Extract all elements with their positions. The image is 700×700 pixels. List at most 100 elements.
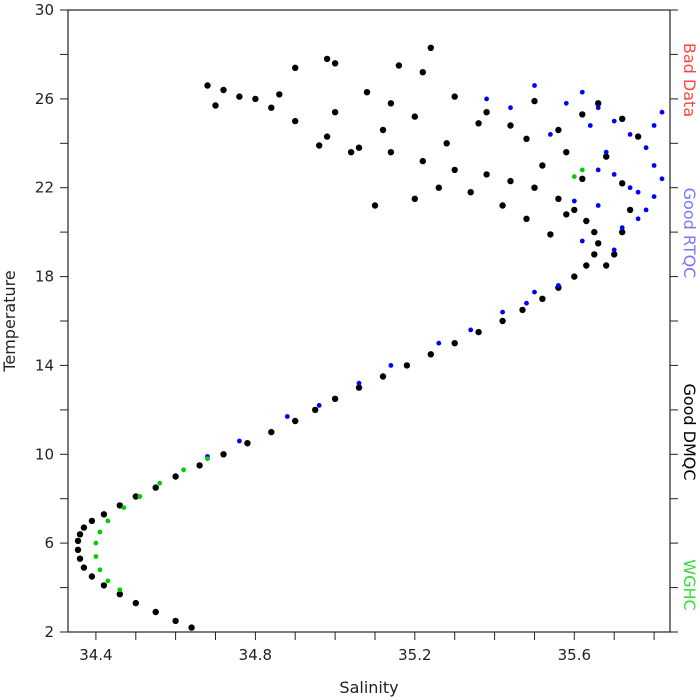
data-point bbox=[499, 202, 506, 209]
data-point bbox=[105, 518, 111, 524]
data-point bbox=[356, 380, 362, 386]
data-point bbox=[587, 123, 593, 128]
data-point bbox=[316, 142, 323, 149]
data-point bbox=[563, 149, 570, 156]
data-point bbox=[603, 262, 610, 269]
data-point bbox=[116, 502, 124, 509]
data-point bbox=[555, 126, 562, 134]
data-point bbox=[403, 362, 411, 369]
data-point bbox=[595, 167, 601, 173]
data-point bbox=[105, 578, 111, 584]
data-point bbox=[88, 517, 96, 525]
data-point bbox=[93, 554, 99, 559]
legend-entry: WGHC bbox=[680, 559, 699, 610]
data-point bbox=[387, 149, 395, 156]
data-point bbox=[292, 117, 299, 125]
data-point bbox=[483, 171, 490, 178]
data-point bbox=[583, 217, 590, 225]
data-point bbox=[595, 240, 602, 247]
data-point bbox=[579, 167, 585, 173]
data-point bbox=[181, 467, 187, 473]
plot-area-border bbox=[67, 9, 671, 633]
data-point bbox=[499, 317, 506, 325]
data-point bbox=[220, 451, 227, 458]
data-point bbox=[531, 97, 538, 105]
data-point bbox=[451, 340, 458, 347]
data-point bbox=[571, 206, 578, 214]
data-point bbox=[172, 617, 179, 625]
data-point bbox=[634, 133, 642, 140]
data-point bbox=[347, 149, 355, 156]
x-tick-label: 34.4 bbox=[79, 646, 112, 664]
data-point bbox=[268, 428, 275, 436]
y-tick-label: 26 bbox=[35, 90, 54, 108]
data-point bbox=[427, 351, 434, 358]
x-tick-label: 34.8 bbox=[239, 646, 272, 664]
data-point bbox=[539, 162, 546, 169]
x-axis-title: Salinity bbox=[339, 678, 398, 697]
data-point bbox=[627, 132, 633, 137]
data-point bbox=[635, 216, 641, 222]
data-point bbox=[579, 111, 586, 118]
data-point bbox=[80, 564, 88, 571]
data-point bbox=[619, 228, 626, 236]
data-point bbox=[555, 195, 562, 202]
data-point bbox=[387, 100, 395, 107]
legend-entry: Good DMQC bbox=[680, 383, 699, 480]
data-point bbox=[395, 62, 403, 69]
data-point bbox=[188, 624, 195, 631]
data-point bbox=[500, 309, 505, 315]
series-good-dmqc bbox=[74, 44, 642, 631]
data-point bbox=[76, 531, 84, 538]
data-point bbox=[137, 494, 143, 499]
data-point bbox=[507, 177, 514, 185]
data-point bbox=[611, 247, 617, 253]
data-point bbox=[268, 104, 275, 111]
data-point bbox=[172, 473, 179, 480]
data-point bbox=[121, 505, 127, 510]
data-point bbox=[132, 493, 139, 500]
data-point bbox=[316, 403, 322, 408]
data-point bbox=[411, 195, 418, 202]
data-point bbox=[74, 546, 82, 553]
data-point bbox=[451, 93, 458, 100]
data-point bbox=[547, 231, 554, 238]
data-point bbox=[363, 89, 371, 96]
y-tick-label: 10 bbox=[35, 445, 54, 463]
data-point bbox=[475, 328, 482, 336]
data-point bbox=[548, 132, 553, 137]
data-point bbox=[583, 262, 590, 269]
data-point bbox=[595, 203, 601, 208]
data-point bbox=[196, 462, 203, 469]
data-point bbox=[591, 228, 598, 236]
y-axis-title: Temperature bbox=[0, 270, 19, 372]
y-tick-label: 18 bbox=[35, 268, 54, 286]
data-point bbox=[323, 55, 331, 63]
data-point bbox=[532, 289, 537, 295]
data-point bbox=[556, 283, 561, 288]
data-point bbox=[88, 573, 96, 580]
data-point bbox=[443, 140, 450, 147]
data-point bbox=[508, 105, 513, 111]
data-point bbox=[603, 153, 610, 160]
data-point bbox=[152, 608, 159, 616]
data-point bbox=[611, 251, 618, 258]
data-point bbox=[97, 529, 103, 535]
data-point bbox=[571, 174, 577, 180]
data-point bbox=[436, 340, 442, 346]
y-tick-label: 6 bbox=[44, 534, 54, 552]
data-point bbox=[532, 83, 537, 88]
data-point bbox=[292, 417, 299, 425]
data-point bbox=[252, 95, 259, 103]
data-point bbox=[571, 273, 578, 280]
data-point bbox=[571, 198, 577, 204]
data-point bbox=[379, 126, 387, 134]
legend: Bad Data Good RTQC Good DMQC WGHC bbox=[680, 43, 699, 611]
data-point bbox=[635, 189, 641, 195]
data-point bbox=[355, 384, 363, 391]
data-point bbox=[312, 406, 319, 414]
data-point bbox=[388, 363, 394, 368]
data-point bbox=[435, 184, 442, 191]
